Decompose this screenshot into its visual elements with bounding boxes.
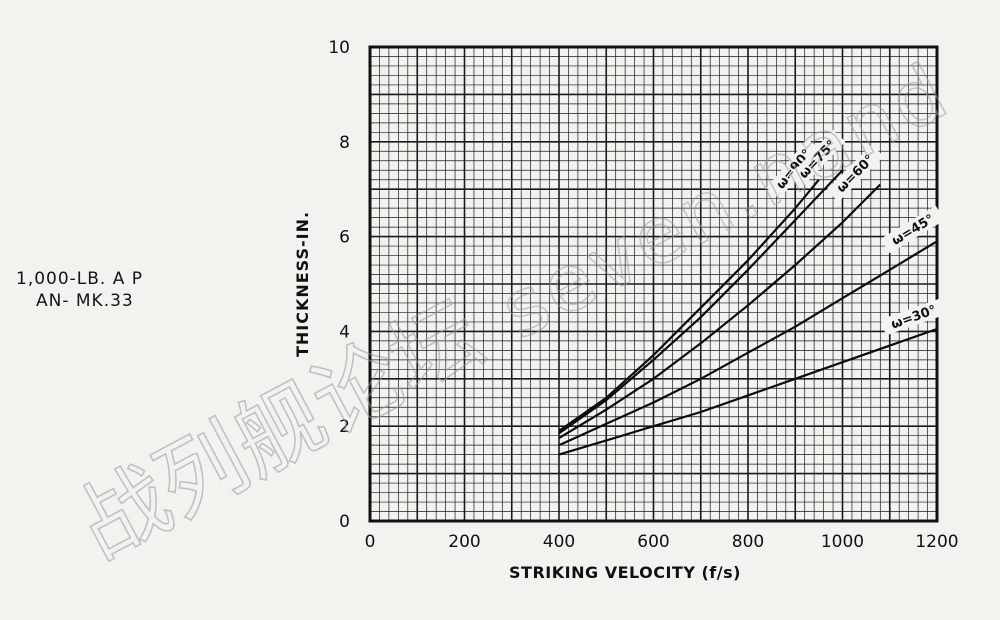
series-line <box>558 327 938 456</box>
series-line <box>558 169 844 435</box>
y-axis-label: THICKNESS-IN. <box>293 211 312 357</box>
series-label-backdrop <box>880 205 945 254</box>
series-line <box>558 183 882 440</box>
series-label-backdrop <box>766 138 821 199</box>
series-lines <box>558 169 938 456</box>
y-tick-label: 6 <box>339 228 350 248</box>
series-line <box>558 240 938 447</box>
y-tick-label: 2 <box>339 417 350 437</box>
x-tick-label: 200 <box>448 532 480 552</box>
series-label: ω=30° <box>889 303 938 333</box>
x-tick-label: 1000 <box>821 532 864 552</box>
series-label-backdrop <box>880 298 947 336</box>
grid <box>369 46 938 522</box>
y-tick-label: 8 <box>339 133 350 153</box>
x-axis-label: STRIKING VELOCITY (f/s) <box>509 563 741 582</box>
series-label-backdrop <box>789 130 846 189</box>
y-tick-label: 10 <box>328 38 350 58</box>
y-tick-label: 4 <box>339 322 350 342</box>
y-tick-labels: 0 2 4 6 8 10 <box>328 38 350 532</box>
x-tick-label: 0 <box>365 532 376 552</box>
x-tick-labels: 0 200 400 600 800 1000 1200 <box>365 532 959 552</box>
series-label-group: ω=60° <box>826 144 884 202</box>
series-label-backdrop <box>826 144 884 202</box>
y-tick-label: 0 <box>339 512 350 532</box>
projectile-label-line2: AN- MK.33 <box>36 291 134 311</box>
x-tick-label: 400 <box>543 532 575 552</box>
x-tick-label: 800 <box>732 532 764 552</box>
series-line <box>558 178 820 432</box>
projectile-label: 1,000-LB. A P AN- MK.33 <box>16 268 143 312</box>
x-tick-label: 600 <box>637 532 669 552</box>
x-tick-label: 1200 <box>915 532 958 552</box>
projectile-label-line1: 1,000-LB. A P <box>16 269 144 289</box>
plot-frame <box>368 45 939 523</box>
